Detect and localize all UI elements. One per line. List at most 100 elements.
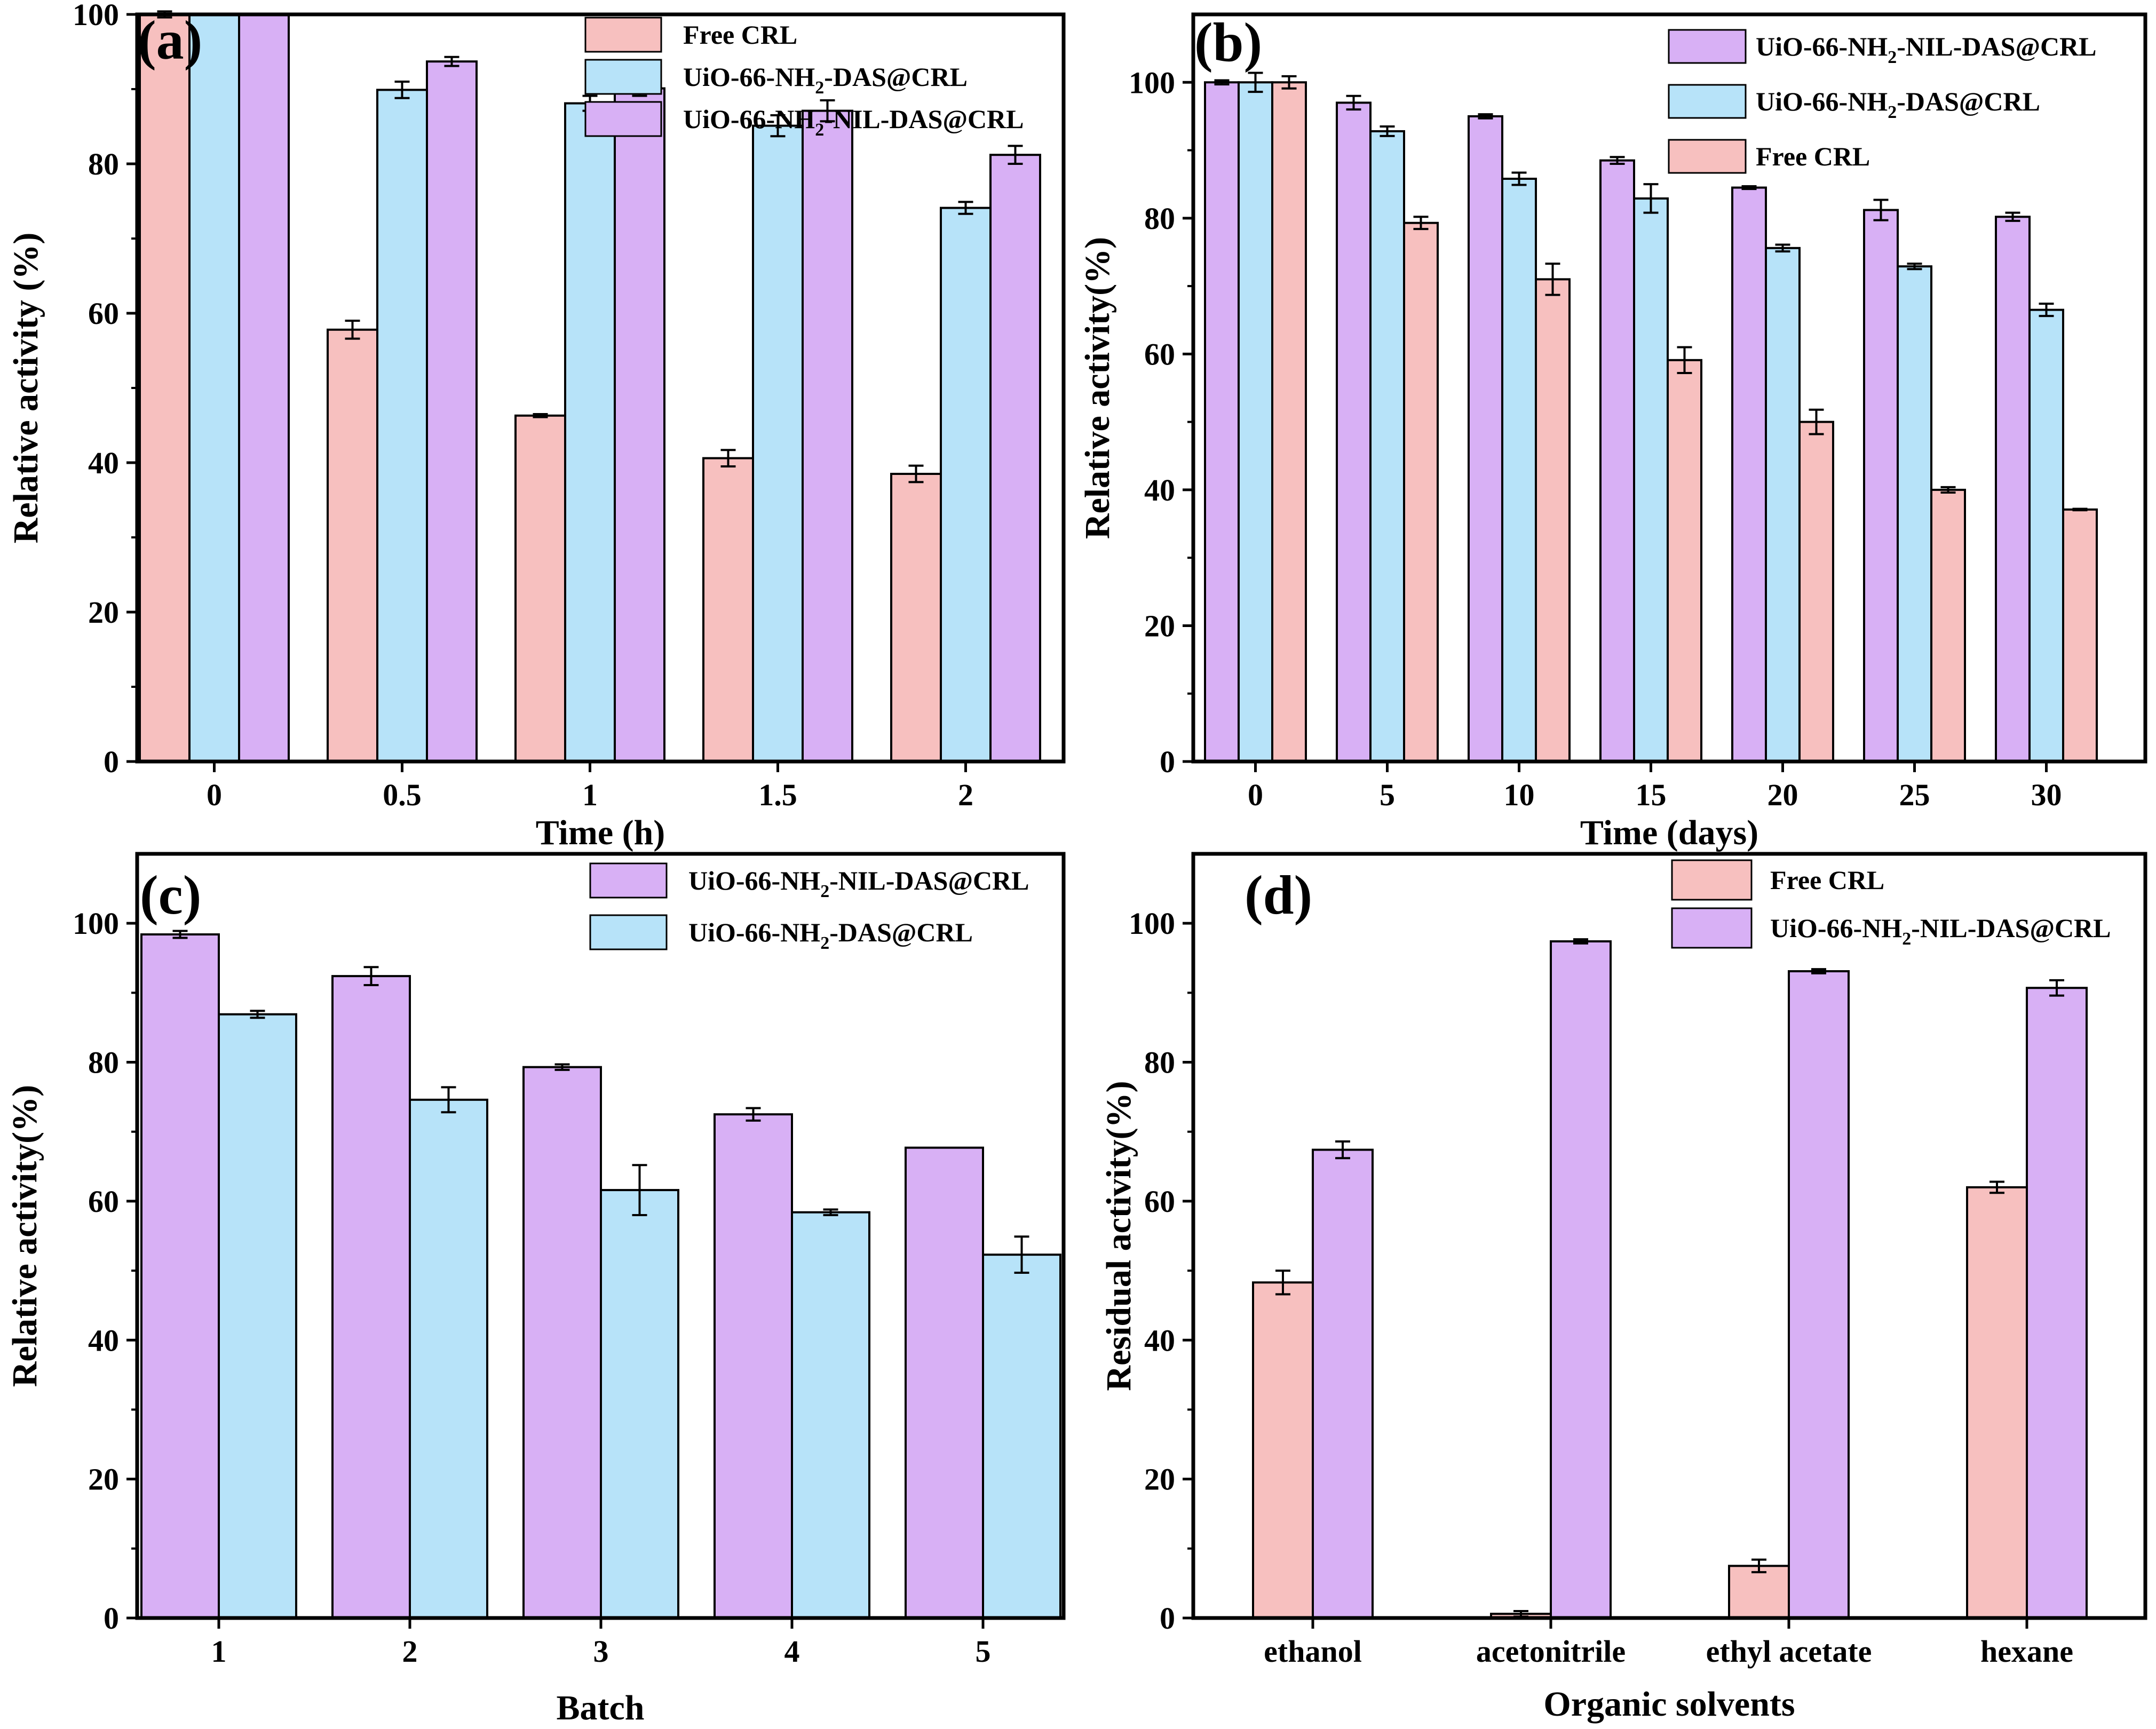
y-tick-label: 20 (1144, 1462, 1175, 1497)
plot-frame (1191, 12, 2147, 764)
bar (1798, 421, 1834, 763)
x-tick-label: 1 (582, 778, 598, 812)
y-tick-label: 40 (88, 446, 119, 480)
bar (331, 975, 411, 1619)
legend-label-subscript: 2 (1888, 102, 1897, 122)
x-tick-label: ethyl acetate (1706, 1634, 1872, 1669)
x-tick-label: 0 (1248, 778, 1263, 812)
y-tick-label: 20 (1144, 608, 1175, 643)
x-tick-label: 5 (976, 1634, 991, 1669)
bar (940, 207, 992, 763)
x-tick-label: acetonitrile (1476, 1634, 1626, 1669)
legend-label-subscript: 2 (1902, 929, 1911, 949)
x-tick-label: 0.5 (383, 778, 422, 812)
x-tick-label: 5 (1380, 778, 1395, 812)
y-tick-label: 60 (88, 1184, 119, 1219)
legend-label: Free CRL (683, 20, 797, 50)
legend-label-rest: -NIL-DAS@CRL (1897, 31, 2096, 61)
bar (2026, 987, 2088, 1619)
panel-label: (d) (1245, 864, 1312, 926)
y-axis-title: Relative activity(%) (1078, 237, 1117, 539)
y-tick-label: 80 (88, 1045, 119, 1080)
legend-label: UiO-66-NH2-NIL-DAS@CRL (1770, 913, 2111, 949)
y-axis-title: Residual activity(%) (1099, 1081, 1138, 1391)
bar (1535, 278, 1571, 763)
legend-label-subscript: 2 (1888, 47, 1897, 67)
y-tick-label: 40 (1144, 1323, 1175, 1358)
y-tick-label: 80 (1144, 201, 1175, 236)
bar (600, 1189, 679, 1620)
legend-label-base: UiO-66-NH (688, 866, 820, 895)
bar (714, 1113, 793, 1620)
legend-label-subscript: 2 (820, 933, 829, 953)
plot-frame (135, 12, 1066, 764)
x-tick-label: 20 (1767, 778, 1798, 812)
legend-label: UiO-66-NH2-DAS@CRL (683, 62, 968, 98)
x-tick-label: 25 (1899, 778, 1930, 812)
bar (218, 1013, 297, 1619)
bar (982, 1254, 1061, 1620)
bar (791, 1211, 870, 1620)
x-axis-title: Batch (557, 1688, 645, 1727)
legend-label-subscript: 2 (815, 120, 824, 140)
legend-swatch (1668, 84, 1747, 119)
legend-label: UiO-66-NH2-NIL-DAS@CRL (688, 866, 1029, 901)
bar (1995, 216, 2031, 763)
bar (1930, 488, 1966, 763)
legend-label-rest: -DAS@CRL (824, 62, 968, 92)
legend-label-rest: -DAS@CRL (829, 917, 973, 947)
bar (514, 414, 566, 763)
legend-label-base: Free CRL (683, 20, 797, 50)
legend-label-subscript: 2 (820, 882, 829, 901)
y-tick-label: 0 (1160, 1601, 1175, 1636)
bar (139, 13, 191, 763)
legend-label-base: UiO-66-NH (683, 62, 815, 92)
panel-label: (c) (140, 864, 201, 926)
y-tick-label: 100 (1129, 906, 1175, 941)
legend-label-rest: -NIL-DAS@CRL (829, 866, 1029, 895)
legend-swatch (1668, 29, 1747, 64)
legend-label: UiO-66-NH2-NIL-DAS@CRL (683, 104, 1024, 140)
bar (1252, 1281, 1314, 1620)
bar (989, 154, 1041, 763)
x-tick-label: 0 (207, 778, 222, 812)
legend-label-rest: -NIL-DAS@CRL (1911, 913, 2111, 943)
y-tick-label: 100 (73, 0, 119, 32)
x-tick-label: 10 (1504, 778, 1535, 812)
y-tick-label: 20 (88, 1462, 119, 1497)
bar (1468, 115, 1503, 763)
legend-swatch (584, 59, 662, 95)
legend-label-base: Free CRL (1756, 141, 1870, 171)
bar (1728, 1565, 1790, 1619)
legend-label: Free CRL (1770, 865, 1884, 895)
plot-frame (135, 852, 1066, 1620)
y-axis-title: Relative activity(%) (5, 1085, 44, 1387)
x-tick-label: 4 (784, 1634, 800, 1669)
legend-label-base: UiO-66-NH (688, 917, 820, 947)
bar (1271, 81, 1307, 763)
legend-swatch (584, 101, 662, 137)
legend-label: UiO-66-NH2-DAS@CRL (1756, 86, 2040, 122)
y-tick-label: 20 (88, 595, 119, 630)
legend-label: Free CRL (1756, 141, 1870, 171)
x-axis-title: Time (days) (1580, 813, 1758, 852)
legend-label-rest: -DAS@CRL (1897, 86, 2040, 116)
x-axis-title: Organic solvents (1543, 1685, 1795, 1724)
bar (426, 60, 478, 763)
bar (1731, 186, 1767, 763)
y-tick-label: 80 (1144, 1045, 1175, 1080)
x-axis-title: Time (h) (536, 813, 665, 852)
bar (376, 89, 428, 763)
y-tick-label: 60 (1144, 1184, 1175, 1219)
y-tick-label: 60 (1144, 337, 1175, 371)
y-tick-label: 40 (88, 1323, 119, 1358)
legend-label-base: UiO-66-NH (1756, 31, 1888, 61)
legend: Free CRL UiO-66-NH2-NIL-DAS@CRL (1671, 859, 2111, 949)
legend-swatch (589, 862, 668, 899)
bar (1667, 359, 1702, 763)
x-tick-label: 1.5 (758, 778, 797, 812)
bar (1599, 159, 1635, 763)
bar (1238, 81, 1273, 763)
y-tick-label: 100 (1129, 65, 1175, 100)
